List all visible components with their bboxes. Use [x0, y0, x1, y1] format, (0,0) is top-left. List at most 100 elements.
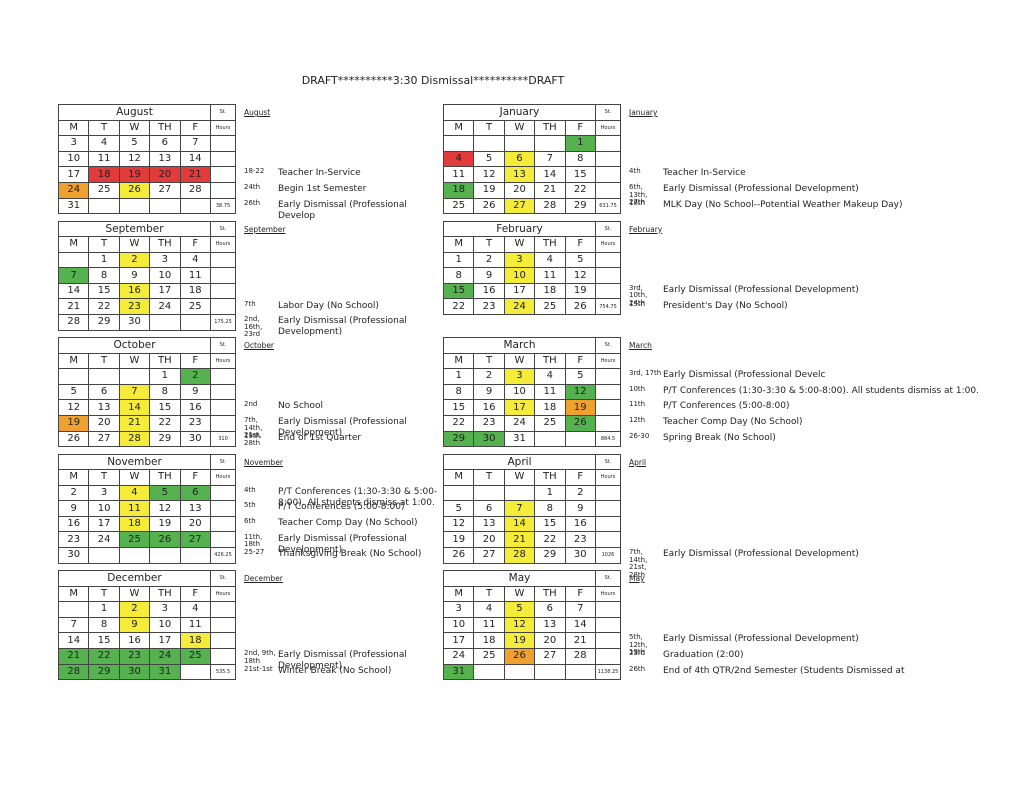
day-cell: 6 [473, 500, 505, 517]
day-cell: 7 [57, 616, 90, 634]
day-cell: 11 [179, 616, 212, 634]
weekday-row: M T W TH F Hours [442, 585, 621, 603]
day-cell: 6 [503, 150, 536, 168]
note-text: P/T Conferences (1:30-3:30 & 5:00-8:00).… [278, 486, 438, 508]
day-cell [149, 197, 181, 215]
day-cell: 2 [118, 601, 151, 618]
note-text: Teacher In-Service [278, 168, 361, 179]
day-cell: 25 [179, 298, 212, 316]
day-cell: 9 [57, 500, 90, 517]
day-cell: 21 [118, 414, 151, 432]
day-cell: 12 [118, 150, 151, 168]
month-name: December [58, 570, 211, 587]
st-label: St. [210, 337, 236, 354]
week-row: 31 1138.25 [442, 663, 621, 681]
note-text: Early Dismissal (Professional Developmen… [278, 650, 407, 671]
month-header-row: September St. [58, 220, 236, 238]
day-cell [57, 251, 90, 269]
day-cell: 31 [149, 663, 181, 681]
day-cell: 10 [503, 383, 536, 401]
note-date: 4th [629, 167, 641, 176]
day-cell: 7 [179, 135, 212, 152]
note-date: 21st-1st [244, 664, 273, 673]
weekday: W [118, 469, 151, 486]
month-table: March St. M T W TH F Hours 1 2 3 4 5 8 9 10 11 12 15 16 17 18… [442, 337, 621, 448]
notes-heading: September [244, 224, 286, 234]
day-cell [179, 547, 212, 564]
week-row: 22 23 24 25 26 754.75 [442, 298, 621, 316]
month-table: September St. M T W TH F Hours 1 2 3 4 7 8 9 10 11 14 15 16… [57, 220, 236, 331]
day-cell: 27 [149, 181, 181, 199]
weekday: M [57, 469, 90, 486]
day-cell: 4 [179, 601, 212, 618]
day-cell [503, 663, 536, 681]
day-cell [179, 663, 212, 681]
day-cell: 23 [118, 647, 151, 665]
day-cell: 16 [57, 515, 90, 533]
day-cell: 4 [442, 150, 475, 168]
day-cell: 19 [442, 531, 475, 549]
day-cell: 11 [534, 267, 566, 284]
week-row: 11 12 13 14 15 [442, 166, 621, 183]
day-cell: 6 [179, 484, 212, 502]
day-cell: 24 [88, 531, 120, 549]
weekday: TH [534, 352, 566, 370]
hours-label: Hours [210, 469, 236, 486]
week-row: 26 27 28 29 30 310 [57, 430, 236, 448]
day-cell: 10 [442, 616, 475, 634]
day-cell [179, 197, 212, 215]
month-name: September [58, 220, 211, 238]
weekday: T [473, 119, 505, 137]
weekday: W [118, 119, 151, 137]
week-row: 31 38.75 [57, 197, 236, 215]
day-cell: 8 [442, 383, 475, 401]
day-cell: 19 [118, 166, 151, 183]
day-cell: 26 [564, 414, 597, 432]
st-label: St. [210, 220, 236, 238]
day-cell: 20 [179, 515, 212, 533]
weekday-row: M T W TH F Hours [442, 119, 621, 137]
day-cell: 9 [473, 383, 505, 401]
note-text: Early Dismissal (Professional Developmen… [663, 184, 859, 194]
day-cell: 17 [88, 515, 120, 533]
day-cell: 21 [57, 647, 90, 665]
day-cell [534, 135, 566, 152]
day-cell: 17 [57, 166, 90, 183]
hours-label: Hours [595, 236, 621, 253]
week-row: 8 9 10 11 12 [442, 267, 621, 284]
day-cell: 28 [57, 314, 90, 331]
day-cell: 15 [149, 399, 181, 416]
month-header-row: August St. [58, 104, 236, 121]
day-cell: 19 [473, 181, 505, 199]
day-cell [503, 484, 536, 502]
day-cell: 19 [503, 632, 536, 649]
day-cell: 19 [564, 399, 597, 416]
day-cell: 10 [149, 267, 181, 284]
weekday: M [442, 352, 475, 370]
day-cell: 27 [179, 531, 212, 549]
hours-cell [595, 150, 621, 168]
day-cell: 16 [118, 632, 151, 649]
hours-cell [210, 500, 236, 517]
weekday: TH [534, 469, 566, 486]
day-cell: 21 [534, 181, 566, 199]
notes-heading: May [629, 574, 645, 583]
month-table: April St. M T W TH F Hours 1 2 5 6 7 8 9 12 13 14 15 16 19 20… [442, 453, 621, 564]
day-cell [564, 663, 597, 681]
st-label: St. [210, 570, 236, 587]
weekday-row: M T W TH F Hours [57, 469, 236, 486]
weekday-row: M T W TH F Hours [442, 469, 621, 486]
weekday: F [564, 469, 597, 486]
day-cell: 30 [564, 547, 597, 564]
day-cell [473, 135, 505, 152]
day-cell: 12 [473, 166, 505, 183]
month-table: November St. M T W TH F Hours 2 3 4 5 6 9 10 11 12 13 16 17… [57, 453, 236, 564]
day-cell: 25 [534, 298, 566, 316]
month-name: August [58, 104, 211, 121]
hours-label: Hours [595, 585, 621, 603]
day-cell: 21 [57, 298, 90, 316]
week-row: 24 25 26 27 28 [57, 181, 236, 199]
